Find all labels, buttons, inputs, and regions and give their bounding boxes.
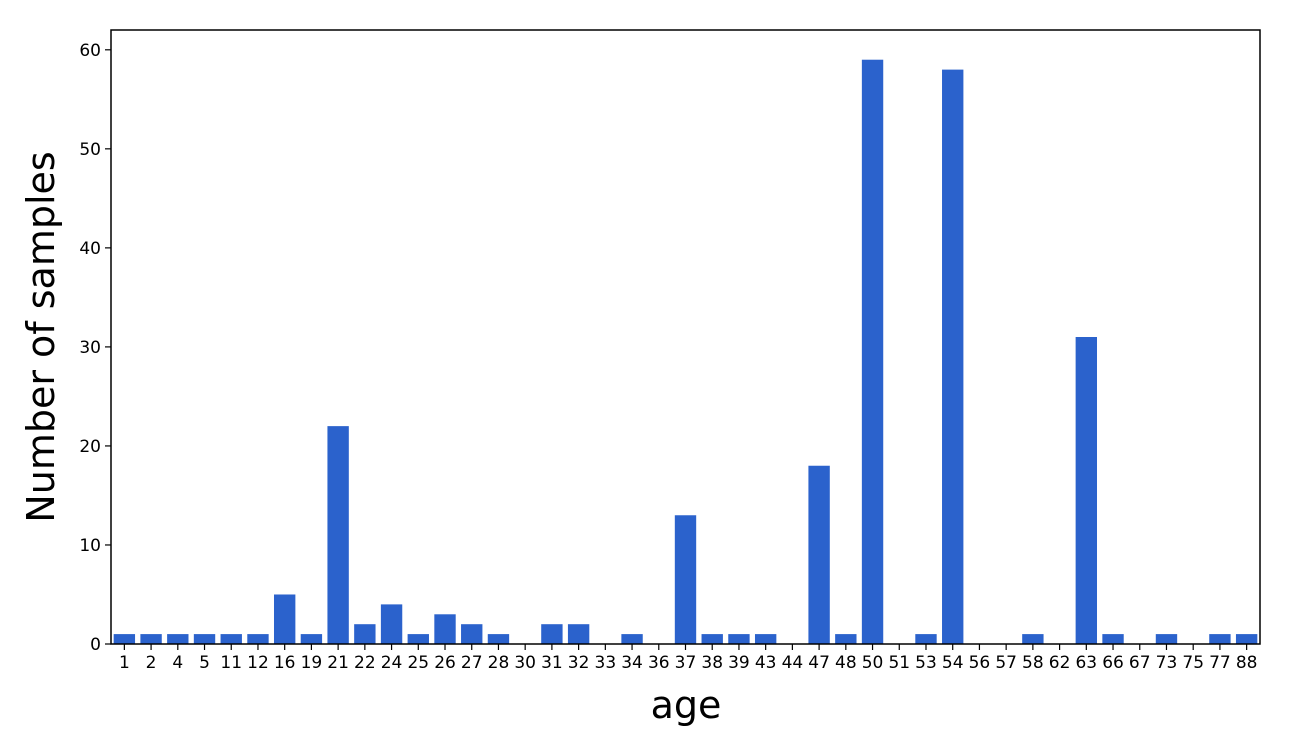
- bar-age-19: [300, 634, 323, 644]
- x-tick-label: 54: [942, 653, 964, 673]
- x-tick-label: 37: [675, 653, 697, 673]
- y-axis-label: Number of samples: [19, 151, 63, 522]
- bars-group: [113, 59, 1258, 645]
- x-tick-label: 73: [1156, 653, 1178, 673]
- x-tick-label: 11: [220, 653, 242, 673]
- x-tick-label: 47: [808, 653, 830, 673]
- x-tick-label: 26: [434, 653, 456, 673]
- x-axis-label: age: [651, 683, 722, 727]
- x-tick-label: 36: [648, 653, 670, 673]
- bar-age-34: [621, 634, 643, 644]
- bar-age-5: [193, 634, 216, 644]
- y-tick-label: 50: [79, 140, 101, 160]
- bar-age-47: [808, 465, 830, 644]
- bar-age-54: [942, 69, 964, 644]
- x-tick-label: 22: [354, 653, 376, 673]
- x-tick-label: 58: [1022, 653, 1044, 673]
- x-tick-label: 51: [888, 653, 910, 673]
- bar-age-12: [247, 634, 269, 644]
- x-tick-label: 1: [119, 653, 130, 673]
- bar-age-39: [728, 634, 750, 644]
- bar-age-66: [1102, 634, 1124, 644]
- x-tick-label: 44: [782, 653, 804, 673]
- x-tick-label: 67: [1129, 653, 1151, 673]
- bar-age-11: [220, 634, 242, 644]
- x-tick-label: 66: [1102, 653, 1124, 673]
- x-tick-label: 62: [1049, 653, 1071, 673]
- x-tick-label: 77: [1209, 653, 1231, 673]
- x-tick-label: 63: [1075, 653, 1097, 673]
- x-tick-label: 43: [755, 653, 777, 673]
- y-axis: 0 10 20 30 40 50 60: [79, 41, 111, 655]
- bar-age-63: [1075, 337, 1098, 644]
- x-tick-label: 38: [701, 653, 723, 673]
- x-tick-label: 28: [488, 653, 510, 673]
- bar-age-27: [461, 624, 483, 644]
- y-tick-label: 20: [79, 437, 101, 457]
- y-tick-label: 40: [79, 239, 101, 259]
- bar-age-28: [487, 634, 510, 644]
- bar-age-43: [754, 634, 777, 644]
- bar-age-77: [1209, 634, 1231, 644]
- x-tick-label: 19: [301, 653, 323, 673]
- x-tick-label: 88: [1236, 653, 1258, 673]
- x-tick-label: 53: [915, 653, 937, 673]
- x-tick-label: 24: [381, 653, 403, 673]
- x-tick-label: 56: [969, 653, 991, 673]
- x-tick-label: 32: [568, 653, 590, 673]
- bar-age-26: [434, 614, 456, 644]
- bar-age-48: [835, 634, 857, 644]
- plot-frame: [110, 29, 1261, 645]
- bar-age-58: [1022, 634, 1044, 644]
- x-tick-label: 31: [541, 653, 563, 673]
- x-tick-label: 34: [621, 653, 643, 673]
- bar-age-24: [380, 604, 403, 644]
- x-axis: 1 2 4 5 11 12 16 19 21 22 24 25 26 27 28 30 31 32 33 34 36 37…: [119, 644, 1258, 673]
- x-tick-label: 16: [274, 653, 296, 673]
- x-tick-label: 12: [247, 653, 269, 673]
- bar-age-31: [541, 624, 563, 644]
- bar-age-88: [1235, 634, 1258, 644]
- bar-age-53: [915, 634, 937, 644]
- x-tick-label: 39: [728, 653, 750, 673]
- bar-age-38: [701, 634, 723, 644]
- y-tick-label: 10: [79, 536, 101, 556]
- bar-age-50: [861, 59, 884, 645]
- bar-age-1: [113, 634, 136, 644]
- y-tick-label: 0: [90, 635, 101, 655]
- x-tick-label: 4: [172, 653, 183, 673]
- x-tick-label: 5: [199, 653, 210, 673]
- bar-age-4: [167, 634, 189, 644]
- bar-age-16: [273, 594, 296, 644]
- bar-age-22: [354, 624, 376, 644]
- x-tick-label: 30: [514, 653, 536, 673]
- y-tick-label: 30: [79, 338, 101, 358]
- x-tick-label: 21: [327, 653, 349, 673]
- bar-age-37: [674, 515, 697, 644]
- bar-age-2: [140, 634, 162, 644]
- x-tick-label: 75: [1182, 653, 1204, 673]
- x-tick-label: 57: [995, 653, 1017, 673]
- bar-age-21: [327, 426, 349, 644]
- bar-age-25: [407, 634, 429, 644]
- x-tick-label: 48: [835, 653, 857, 673]
- x-tick-label: 25: [407, 653, 429, 673]
- bar-age-32: [567, 624, 590, 644]
- y-tick-label: 60: [79, 41, 101, 61]
- x-tick-label: 27: [461, 653, 483, 673]
- x-tick-label: 2: [146, 653, 157, 673]
- x-tick-label: 33: [595, 653, 617, 673]
- x-tick-label: 50: [862, 653, 884, 673]
- bar-age-73: [1155, 634, 1178, 644]
